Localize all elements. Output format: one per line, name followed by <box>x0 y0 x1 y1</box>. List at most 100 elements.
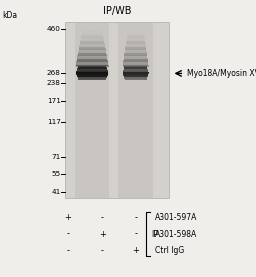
FancyBboxPatch shape <box>123 72 148 74</box>
FancyBboxPatch shape <box>124 69 148 70</box>
FancyBboxPatch shape <box>77 75 108 76</box>
Text: 41: 41 <box>51 189 61 195</box>
FancyBboxPatch shape <box>124 59 148 61</box>
Text: -: - <box>101 213 104 222</box>
FancyBboxPatch shape <box>118 22 153 198</box>
FancyBboxPatch shape <box>77 68 107 70</box>
FancyBboxPatch shape <box>79 45 105 46</box>
FancyBboxPatch shape <box>125 46 146 48</box>
FancyBboxPatch shape <box>76 64 108 66</box>
FancyBboxPatch shape <box>124 54 147 56</box>
Text: A301-598A: A301-598A <box>155 230 197 238</box>
FancyBboxPatch shape <box>124 76 147 77</box>
FancyBboxPatch shape <box>123 73 148 75</box>
FancyBboxPatch shape <box>77 60 108 62</box>
FancyBboxPatch shape <box>126 45 146 46</box>
FancyBboxPatch shape <box>125 79 147 80</box>
FancyBboxPatch shape <box>80 42 104 44</box>
FancyBboxPatch shape <box>123 60 148 62</box>
Text: Ctrl IgG: Ctrl IgG <box>155 246 184 255</box>
FancyBboxPatch shape <box>80 43 105 45</box>
FancyBboxPatch shape <box>123 63 148 64</box>
FancyBboxPatch shape <box>77 70 108 71</box>
Text: +: + <box>65 213 71 222</box>
FancyBboxPatch shape <box>123 71 148 73</box>
FancyBboxPatch shape <box>126 42 145 44</box>
FancyBboxPatch shape <box>78 77 107 78</box>
Text: 460: 460 <box>47 26 61 32</box>
Text: Myo18A/Myosin XVIIIA: Myo18A/Myosin XVIIIA <box>187 69 256 78</box>
FancyBboxPatch shape <box>124 66 147 68</box>
Text: kDa: kDa <box>3 11 18 20</box>
FancyBboxPatch shape <box>124 57 147 58</box>
FancyBboxPatch shape <box>123 64 148 66</box>
Text: +: + <box>132 246 139 255</box>
FancyBboxPatch shape <box>125 47 146 49</box>
FancyBboxPatch shape <box>76 73 108 75</box>
FancyBboxPatch shape <box>76 63 108 64</box>
FancyBboxPatch shape <box>123 61 148 63</box>
FancyBboxPatch shape <box>124 67 147 68</box>
FancyBboxPatch shape <box>125 52 147 53</box>
FancyBboxPatch shape <box>124 75 148 76</box>
FancyBboxPatch shape <box>77 57 107 58</box>
FancyBboxPatch shape <box>79 50 106 51</box>
Text: A301-597A: A301-597A <box>155 213 197 222</box>
Text: -: - <box>134 213 137 222</box>
FancyBboxPatch shape <box>124 78 147 79</box>
FancyBboxPatch shape <box>76 65 109 67</box>
FancyBboxPatch shape <box>79 48 105 50</box>
FancyBboxPatch shape <box>124 77 147 78</box>
FancyBboxPatch shape <box>65 22 169 198</box>
Text: IP/WB: IP/WB <box>103 6 131 16</box>
FancyBboxPatch shape <box>76 71 108 73</box>
FancyBboxPatch shape <box>80 41 104 43</box>
FancyBboxPatch shape <box>78 55 107 57</box>
FancyBboxPatch shape <box>78 78 106 79</box>
FancyBboxPatch shape <box>125 51 147 52</box>
FancyBboxPatch shape <box>78 66 106 68</box>
Text: -: - <box>101 246 104 255</box>
FancyBboxPatch shape <box>76 72 108 74</box>
FancyBboxPatch shape <box>125 48 146 50</box>
FancyBboxPatch shape <box>76 61 108 63</box>
FancyBboxPatch shape <box>123 70 148 71</box>
FancyBboxPatch shape <box>124 53 147 55</box>
Text: IP: IP <box>151 230 158 238</box>
FancyBboxPatch shape <box>124 68 147 70</box>
FancyBboxPatch shape <box>126 43 145 45</box>
FancyBboxPatch shape <box>124 55 147 57</box>
Text: -: - <box>66 230 69 238</box>
FancyBboxPatch shape <box>77 69 108 70</box>
FancyBboxPatch shape <box>77 76 107 77</box>
Text: 171: 171 <box>47 98 61 104</box>
FancyBboxPatch shape <box>125 50 146 51</box>
FancyBboxPatch shape <box>78 54 106 56</box>
FancyBboxPatch shape <box>79 47 105 49</box>
Text: +: + <box>99 230 106 238</box>
Text: 55: 55 <box>51 171 61 177</box>
Text: 117: 117 <box>47 119 61 125</box>
FancyBboxPatch shape <box>77 58 107 60</box>
FancyBboxPatch shape <box>123 65 149 67</box>
FancyBboxPatch shape <box>76 71 108 72</box>
FancyBboxPatch shape <box>77 59 108 61</box>
FancyBboxPatch shape <box>78 79 106 80</box>
FancyBboxPatch shape <box>126 41 145 43</box>
FancyBboxPatch shape <box>77 74 108 76</box>
FancyBboxPatch shape <box>78 53 106 55</box>
FancyBboxPatch shape <box>75 22 110 198</box>
Text: -: - <box>66 246 69 255</box>
FancyBboxPatch shape <box>79 46 105 48</box>
FancyBboxPatch shape <box>78 51 106 52</box>
FancyBboxPatch shape <box>124 58 148 60</box>
Text: 238: 238 <box>47 80 61 86</box>
FancyBboxPatch shape <box>123 74 148 76</box>
FancyBboxPatch shape <box>80 40 104 42</box>
Text: 268: 268 <box>47 70 61 76</box>
FancyBboxPatch shape <box>78 52 106 53</box>
Text: 71: 71 <box>51 153 61 160</box>
Text: -: - <box>134 230 137 238</box>
FancyBboxPatch shape <box>78 67 107 68</box>
FancyBboxPatch shape <box>123 71 148 72</box>
